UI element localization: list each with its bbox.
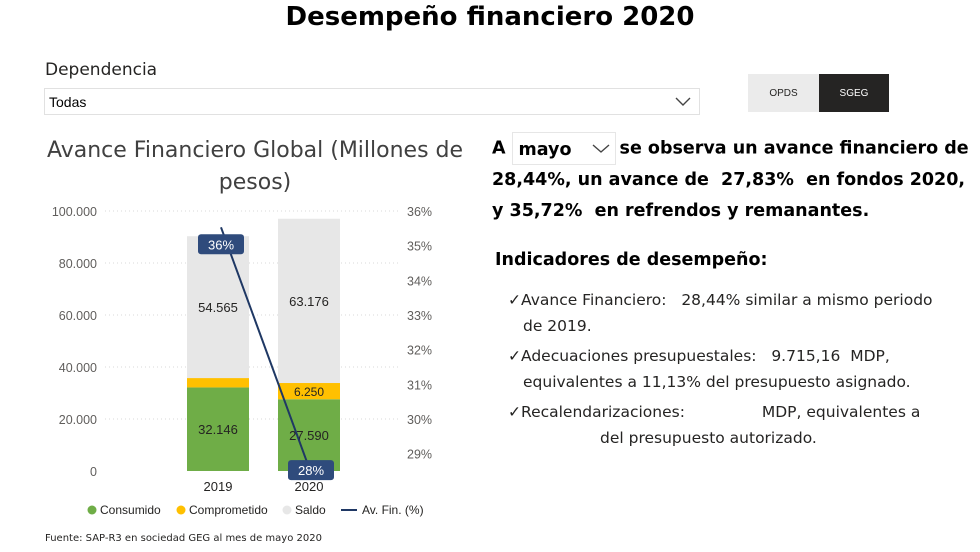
indicator-line2: del presupuesto autorizado. <box>600 429 817 447</box>
indicators-list: ✓Avance Financiero: 28,44% similar a mis… <box>508 287 978 455</box>
y-tick-label: 20.000 <box>59 413 97 427</box>
y2-tick-label: 36% <box>407 205 432 219</box>
x-tick-label: 2020 <box>295 479 324 494</box>
x-tick-label: 2019 <box>204 479 233 494</box>
summary-text-3: en fondos 2020, y <box>492 170 966 221</box>
indicator-text: similar a mismo periodo <box>745 291 933 309</box>
bar-data-label: 54.565 <box>198 300 238 315</box>
summary-pct-refrendos: 35,72% <box>509 201 583 221</box>
check-icon: ✓ <box>508 291 521 309</box>
summary-prefix: A <box>492 138 506 159</box>
bar-consumido-2019 <box>187 387 249 471</box>
chevron-down-icon <box>592 144 610 153</box>
dependencia-label: Dependencia <box>45 60 158 80</box>
line-data-label: 36% <box>208 237 234 252</box>
indicator-value: 28,44% <box>681 291 741 309</box>
indicator-unit: MDP, equivalentes a <box>761 403 921 421</box>
indicator-recalendarizaciones: ✓Recalendarizaciones: MDP, equivalentes … <box>508 399 978 451</box>
financial-chart: 0 20.000 40.000 60.000 80.000 100.000 29% 30% 31… <box>52 205 432 517</box>
check-icon: ✓ <box>508 347 521 365</box>
y2-tick-label: 30% <box>407 413 432 427</box>
month-value: mayo <box>518 140 572 160</box>
summary-text-4: en refrendos y remanantes. <box>594 201 870 221</box>
y-tick-label: 100.000 <box>52 205 97 219</box>
month-dropdown[interactable]: mayo <box>511 132 616 165</box>
line-av-fin <box>220 226 312 474</box>
y-tick-label: 60.000 <box>59 309 97 323</box>
y2-tick-label: 32% <box>407 344 432 358</box>
indicator-line2: equivalentes a 11,13% del presupuesto as… <box>523 373 911 391</box>
legend-marker <box>87 505 97 515</box>
bar-comprometido-2019 <box>187 378 249 388</box>
y-tick-label: 80.000 <box>59 257 97 271</box>
indicator-adecuaciones: ✓Adecuaciones presupuestales: 9.715,16 M… <box>508 343 978 395</box>
chart-title: Avance Financiero Global (Millones de pe… <box>46 138 464 195</box>
indicator-label: Avance Financiero: <box>521 291 667 309</box>
bar-saldo-2020 <box>278 218 340 384</box>
y2-tick-label: 31% <box>407 378 432 392</box>
line-data-label: 28% <box>298 463 324 478</box>
summary-pct-fondos: 27,83% <box>721 170 794 190</box>
y-tick-label: 40.000 <box>59 361 97 375</box>
legend-entry: Av. Fin. (%) <box>362 503 424 517</box>
dependencia-dropdown[interactable]: Todas <box>44 88 700 115</box>
indicators-title: Indicadores de desempeño: <box>495 250 768 270</box>
bar-data-label: 63.176 <box>289 294 329 309</box>
segment-sgeg-button[interactable]: SGEG <box>819 74 889 112</box>
source-note: Fuente: SAP-R3 en sociedad GEG al mes de… <box>45 533 322 544</box>
indicator-label: Adecuaciones presupuestales: <box>521 347 757 365</box>
line-label-badge <box>198 234 244 255</box>
legend-entry: Consumido <box>100 503 161 517</box>
summary-text-1: se observa un avance financiero de <box>619 138 969 159</box>
chevron-down-icon <box>675 97 691 106</box>
y2-tick-label: 34% <box>407 274 432 288</box>
indicator-avance: ✓Avance Financiero: 28,44% similar a mis… <box>508 287 978 339</box>
legend-entry: Saldo <box>295 503 326 517</box>
y2-tick-label: 35% <box>407 240 432 254</box>
y-tick-label: 0 <box>90 465 97 479</box>
legend-marker <box>176 505 186 515</box>
indicator-label: Recalendarizaciones: <box>521 403 685 421</box>
indicator-value: 9.715,16 <box>771 347 841 365</box>
y2-tick-label: 29% <box>407 448 432 462</box>
bar-saldo-2019 <box>187 236 249 379</box>
indicator-unit: MDP, <box>850 347 890 365</box>
line-label-badge <box>288 460 334 481</box>
summary-pct-avance: 28,44% <box>492 170 565 190</box>
check-icon: ✓ <box>508 403 521 421</box>
indicator-line2: de 2019. <box>523 317 592 335</box>
y2-tick-label: 33% <box>407 309 432 323</box>
bar-data-label: 32.146 <box>198 422 238 437</box>
segment-opds-button[interactable]: OPDS <box>748 74 819 112</box>
page-title: Desempeño financiero 2020 <box>285 2 695 32</box>
legend-entry: Comprometido <box>189 503 268 517</box>
summary-text-2: , un avance de <box>564 170 709 190</box>
dependencia-value: Todas <box>49 94 87 110</box>
bar-comprometido-2020 <box>278 383 340 400</box>
legend-marker <box>282 505 292 515</box>
bar-data-label: 6.250 <box>294 385 324 399</box>
